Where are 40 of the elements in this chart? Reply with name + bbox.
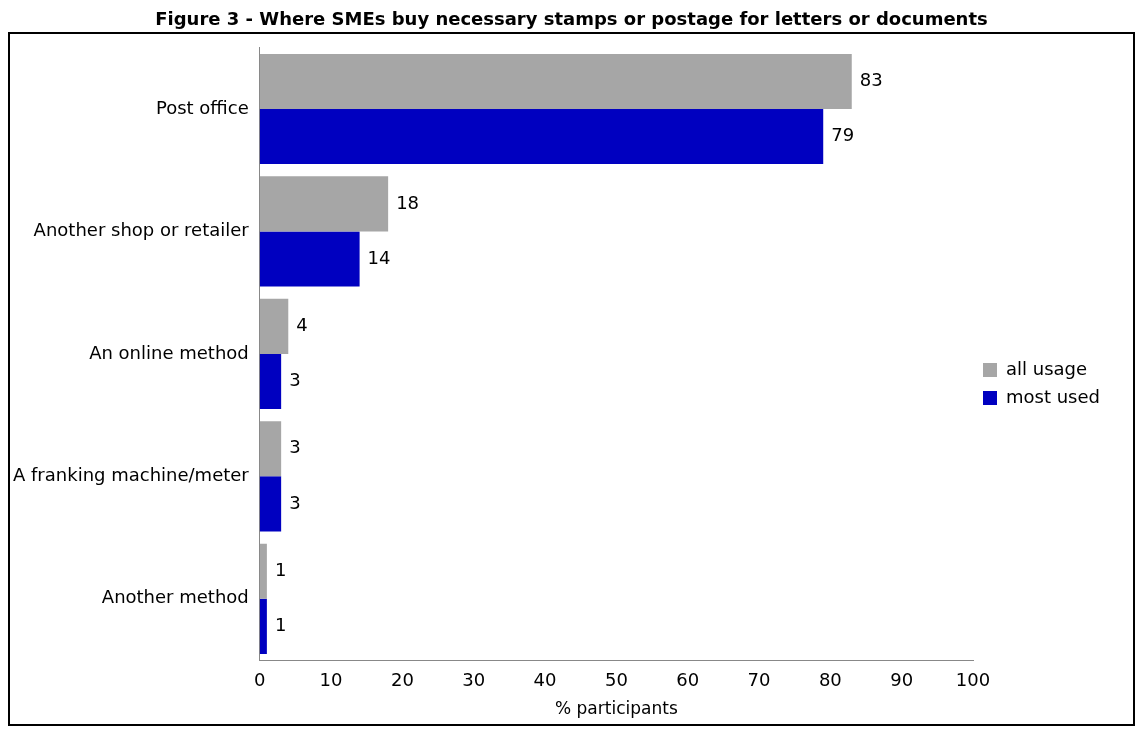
x-tick-label: 20 — [390, 669, 414, 691]
bar — [259, 543, 267, 599]
bar — [259, 298, 289, 354]
x-axis-title: % participants — [555, 698, 678, 719]
y-tick-label: Post office — [155, 96, 249, 118]
data-label: 1 — [274, 614, 287, 635]
x-tick-label: 90 — [890, 669, 914, 691]
data-label: 3 — [289, 369, 301, 391]
bar — [259, 231, 360, 287]
y-tick-label: Another method — [101, 586, 249, 608]
x-tick-label: 30 — [462, 669, 486, 691]
legend-label: most used — [1006, 385, 1101, 407]
data-label: 1 — [274, 558, 287, 580]
y-tick-label: A franking machine/meter — [13, 464, 250, 486]
data-label: 83 — [859, 69, 883, 91]
data-label: 79 — [831, 124, 855, 146]
y-tick-label: Another shop or retailer — [33, 219, 250, 241]
chart-title: Figure 3 - Where SMEs buy necessary stamps or postage for letters or documents — [154, 8, 989, 31]
data-label: 3 — [289, 436, 301, 458]
x-tick-label: 40 — [533, 669, 557, 691]
x-tick-label: 80 — [818, 669, 842, 691]
bar — [259, 421, 282, 477]
data-label: 14 — [367, 246, 391, 268]
data-label: 3 — [289, 491, 301, 513]
bar — [259, 598, 267, 654]
bar — [259, 53, 852, 110]
bar — [259, 353, 282, 409]
x-tick-label: 50 — [604, 669, 628, 691]
bar — [259, 476, 282, 532]
bar — [259, 176, 389, 232]
x-tick-label: 70 — [747, 669, 771, 691]
x-tick-label: 0 — [254, 669, 266, 691]
x-tick-label: 60 — [676, 669, 700, 691]
x-tick-label: 10 — [319, 669, 343, 691]
y-tick-label: An online method — [89, 341, 249, 363]
legend-label: all usage — [1006, 357, 1088, 379]
data-label: 4 — [296, 314, 308, 336]
bar — [259, 109, 824, 165]
x-tick-label: 100 — [955, 669, 991, 691]
data-label: 18 — [396, 191, 420, 213]
